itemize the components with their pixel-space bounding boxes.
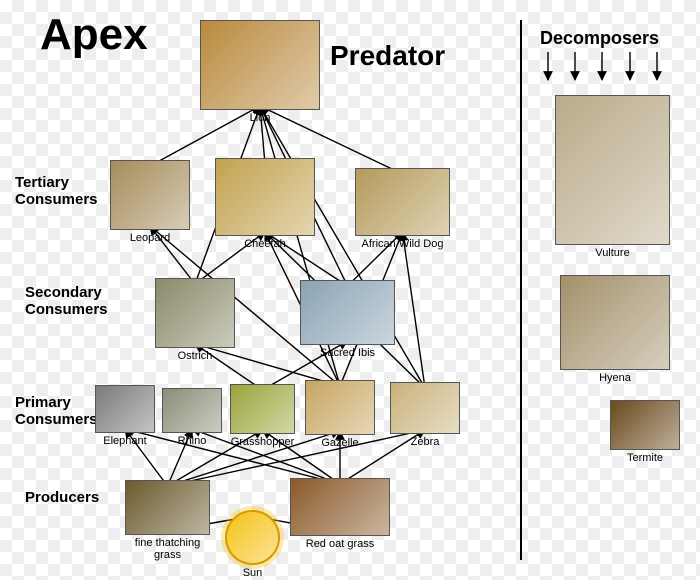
node-ostrich: Ostrich bbox=[155, 278, 235, 362]
label-tertiary: TertiaryConsumers bbox=[15, 175, 98, 208]
node-caption-elephant: Elephant bbox=[95, 435, 155, 447]
node-image-sun bbox=[225, 510, 280, 565]
node-caption-rhino: Rhino bbox=[162, 435, 222, 447]
node-leopard: Leopard bbox=[110, 160, 190, 244]
node-caption-wilddog: African Wild Dog bbox=[355, 238, 450, 250]
node-caption-lion: Lion bbox=[200, 112, 320, 124]
node-image-red_oat bbox=[290, 478, 390, 536]
node-fine_grass: fine thatching grass bbox=[125, 480, 210, 561]
node-sun: Sun bbox=[225, 510, 280, 579]
node-termite: Termite bbox=[610, 400, 680, 464]
node-caption-vulture: Vulture bbox=[555, 247, 670, 259]
node-image-cheetah bbox=[215, 158, 315, 236]
node-image-lion bbox=[200, 20, 320, 110]
label-producers: Producers bbox=[25, 490, 99, 507]
node-zebra: Zebra bbox=[390, 382, 460, 448]
label-primary: PrimaryConsumers bbox=[15, 395, 98, 428]
node-caption-fine_grass: fine thatching grass bbox=[125, 537, 210, 561]
node-image-leopard bbox=[110, 160, 190, 230]
node-image-zebra bbox=[390, 382, 460, 434]
node-image-wilddog bbox=[355, 168, 450, 236]
node-image-rhino bbox=[162, 388, 222, 433]
title-predator: Predator bbox=[330, 40, 445, 72]
node-hyena: Hyena bbox=[560, 275, 670, 384]
node-image-gazelle bbox=[305, 380, 375, 435]
food-web-diagram: Apex Predator Decomposers TertiaryConsum… bbox=[0, 0, 700, 580]
node-caption-gazelle: Gazelle bbox=[305, 437, 375, 449]
node-image-elephant bbox=[95, 385, 155, 433]
node-caption-termite: Termite bbox=[610, 452, 680, 464]
node-elephant: Elephant bbox=[95, 385, 155, 447]
node-lion: Lion bbox=[200, 20, 320, 124]
node-gazelle: Gazelle bbox=[305, 380, 375, 449]
title-decomposers: Decomposers bbox=[540, 28, 659, 49]
node-caption-sun: Sun bbox=[225, 567, 280, 579]
node-grasshopper: Grasshopper bbox=[230, 384, 295, 448]
node-ibis: Sacred Ibis bbox=[300, 280, 395, 359]
node-red_oat: Red oat grass bbox=[290, 478, 390, 550]
node-image-ibis bbox=[300, 280, 395, 345]
node-image-fine_grass bbox=[125, 480, 210, 535]
node-image-termite bbox=[610, 400, 680, 450]
node-caption-cheetah: Cheetah bbox=[215, 238, 315, 250]
node-image-ostrich bbox=[155, 278, 235, 348]
label-secondary: SecondaryConsumers bbox=[25, 285, 108, 318]
node-vulture: Vulture bbox=[555, 95, 670, 259]
vertical-divider bbox=[520, 20, 522, 560]
node-caption-grasshopper: Grasshopper bbox=[230, 436, 295, 448]
node-cheetah: Cheetah bbox=[215, 158, 315, 250]
node-rhino: Rhino bbox=[162, 388, 222, 447]
node-image-hyena bbox=[560, 275, 670, 370]
node-caption-hyena: Hyena bbox=[560, 372, 670, 384]
node-caption-ibis: Sacred Ibis bbox=[300, 347, 395, 359]
title-apex: Apex bbox=[40, 10, 148, 60]
node-image-vulture bbox=[555, 95, 670, 245]
node-image-grasshopper bbox=[230, 384, 295, 434]
node-caption-red_oat: Red oat grass bbox=[290, 538, 390, 550]
node-caption-zebra: Zebra bbox=[390, 436, 460, 448]
node-wilddog: African Wild Dog bbox=[355, 168, 450, 250]
node-caption-leopard: Leopard bbox=[110, 232, 190, 244]
node-caption-ostrich: Ostrich bbox=[155, 350, 235, 362]
edge-zebra-to-wilddog bbox=[403, 232, 426, 388]
